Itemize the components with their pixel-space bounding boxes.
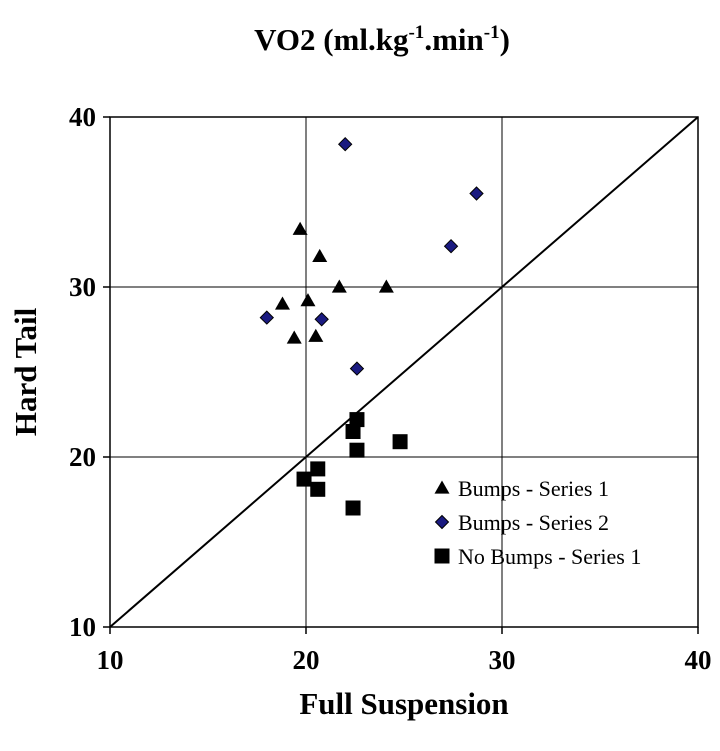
chart-title-mid: .min — [424, 22, 483, 57]
x-tick-label: 20 — [293, 645, 320, 675]
series-2-point — [349, 361, 365, 376]
series-2-point — [314, 312, 329, 327]
series-3-point — [345, 424, 361, 439]
legend: Bumps - Series 1 Bumps - Series 2 No Bumps… — [434, 476, 641, 569]
series-3-point — [349, 442, 365, 458]
chart-title-end: ) — [500, 22, 510, 57]
reference-line — [109, 116, 699, 628]
data-points — [259, 136, 484, 516]
series-2-point — [443, 238, 459, 254]
tick-labels: 10 20 30 40 10 20 30 40 — [69, 102, 712, 675]
chart-title: VO2 (ml.kg-1.min-1) — [254, 22, 510, 57]
x-tick-label: 10 — [97, 645, 124, 675]
series-3-point — [349, 412, 365, 428]
series-1-point — [378, 279, 394, 293]
series-3-point — [345, 500, 361, 516]
series-2-point — [337, 136, 353, 152]
x-tick-label: 30 — [489, 645, 516, 675]
x-axis-title: Full Suspension — [299, 686, 508, 721]
series-2-point — [469, 186, 484, 201]
legend-marker-1 — [434, 480, 450, 494]
series-3-point — [392, 434, 408, 450]
legend-label-2: Bumps - Series 2 — [458, 510, 609, 535]
y-axis-title: Hard Tail — [8, 307, 43, 436]
series-3-point — [296, 471, 312, 487]
chart-title-main: VO2 (ml.kg — [254, 22, 409, 57]
series-1-point — [274, 296, 290, 310]
legend-label-1: Bumps - Series 1 — [458, 476, 609, 501]
series-3-point — [310, 461, 326, 477]
x-tick-label: 40 — [685, 645, 712, 675]
chart-title-sup1: -1 — [408, 22, 424, 43]
series-3-point — [310, 481, 326, 497]
legend-label-3: No Bumps - Series 1 — [458, 544, 641, 569]
legend-marker-2 — [434, 514, 450, 530]
series-1-point — [331, 279, 347, 293]
y-tick-label: 40 — [69, 102, 96, 132]
series-2-point — [259, 310, 275, 325]
reference-line-group — [109, 116, 699, 628]
series-1-point — [308, 328, 324, 342]
chart-title-sup2: -1 — [484, 22, 500, 43]
series-1-point — [300, 293, 316, 307]
series-1-point — [312, 248, 328, 263]
y-tick-label: 20 — [69, 442, 96, 472]
legend-marker-3 — [434, 548, 450, 564]
series-1-point — [286, 330, 302, 344]
series-1-point — [292, 221, 308, 235]
y-tick-label: 10 — [69, 612, 96, 642]
grid-lines — [110, 117, 698, 627]
y-tick-label: 30 — [69, 272, 96, 302]
